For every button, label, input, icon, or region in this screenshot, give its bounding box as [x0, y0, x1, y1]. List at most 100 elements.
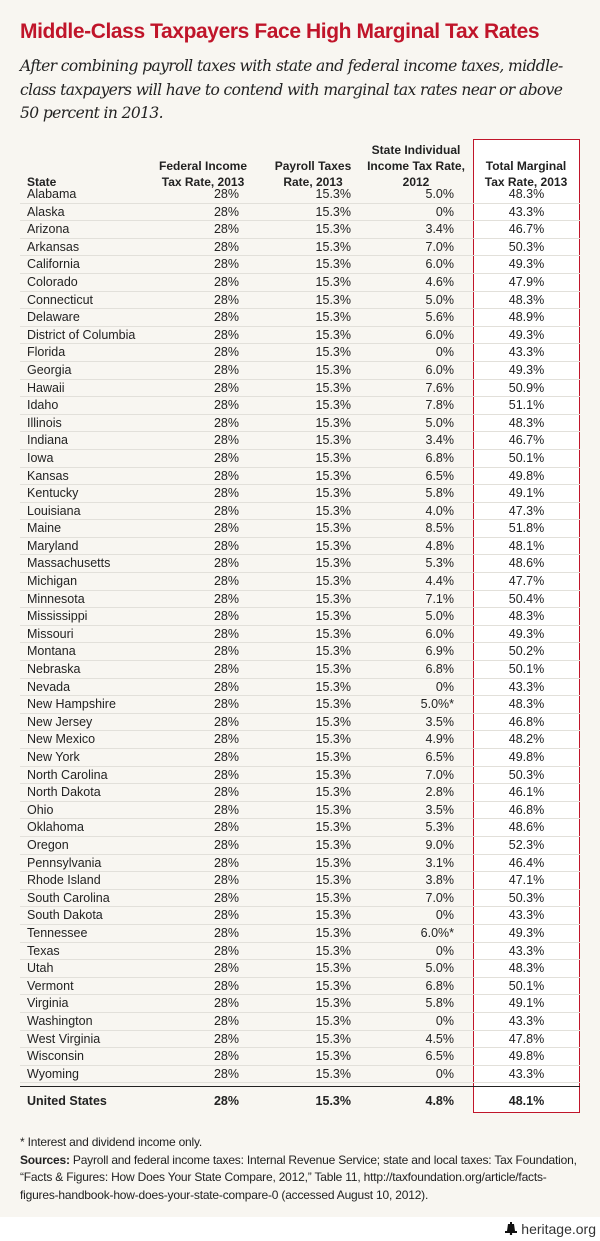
cell-state-name: Oregon [27, 837, 69, 852]
table-row: Arizona 28% 15.3% 3.4% 46.7% [20, 221, 580, 239]
cell-total-rate: 48.3% [508, 609, 545, 624]
cell-total-rate: 49.3% [508, 257, 545, 272]
table-row: Nevada 28% 15.3% 0% 43.3% [20, 679, 580, 697]
cell-payroll-rate: 15.3% [315, 1013, 351, 1028]
cell-federal-rate: 28% [213, 890, 239, 905]
cell-federal-rate: 28% [213, 310, 239, 325]
cell-payroll-rate: 15.3% [315, 855, 351, 870]
cell-federal-rate: 28% [213, 626, 239, 641]
cell-payroll-rate: 15.3% [315, 961, 351, 976]
cell-federal-rate: 28% [213, 503, 239, 518]
cell-state-name: New York [27, 750, 80, 764]
cell-total-rate: 43.3% [508, 943, 545, 958]
cell-state-rate: 4.4% [425, 574, 455, 589]
cell-state-rate: 7.8% [425, 398, 455, 413]
cell-federal-rate: 28% [213, 415, 239, 430]
cell-state-rate: 0% [435, 943, 454, 958]
cell-state-rate: 8.5% [425, 521, 455, 536]
table-row: New Jersey 28% 15.3% 3.5% 46.8% [20, 714, 580, 732]
cell-federal-rate: 28% [213, 609, 239, 624]
cell-state-rate: 0% [435, 1066, 454, 1081]
table-row: Nebraska 28% 15.3% 6.8% 50.1% [20, 661, 580, 679]
cell-state-name: New Mexico [27, 732, 96, 747]
cell-total-rate: 49.1% [508, 996, 545, 1011]
table-row: Maryland 28% 15.3% 4.8% 48.1% [20, 538, 580, 556]
cell-state-name: Vermont [27, 978, 74, 993]
table-row: Arkansas 28% 15.3% 7.0% 50.3% [20, 239, 580, 257]
cell-state-rate: 7.1% [425, 591, 455, 606]
header-state: State [27, 175, 57, 189]
cell-federal-rate: 28% [213, 978, 239, 993]
cell-total-rate: 49.3% [508, 327, 545, 342]
cell-payroll-rate: 15.3% [315, 908, 351, 923]
footnotes: * Interest and dividend income only. Sou… [20, 1134, 580, 1204]
cell-payroll-rate: 15.3% [315, 503, 351, 518]
cell-state-name: Wyoming [27, 1066, 79, 1081]
cell-state-name: Virginia [27, 996, 69, 1011]
table-row: Delaware 28% 15.3% 5.6% 48.9% [20, 309, 580, 327]
cell-payroll-rate: 15.3% [315, 626, 351, 641]
cell-payroll-rate: 15.3% [315, 714, 351, 729]
cell-state-rate: 6.0% [425, 362, 455, 377]
table-row: Vermont 28% 15.3% 6.8% 50.1% [20, 978, 580, 996]
cell-total-rate: 49.3% [508, 925, 545, 940]
cell-state-name: Maine [27, 521, 62, 536]
cell-state-name: Louisiana [27, 503, 81, 518]
cell-state-rate: 3.4% [425, 433, 455, 448]
table-row: Idaho 28% 15.3% 7.8% 51.1% [20, 397, 580, 415]
cell-total-rate: 46.1% [508, 785, 545, 800]
cell-federal-rate: 28% [213, 574, 239, 589]
table-row: Connecticut 28% 15.3% 5.0% 48.3% [20, 292, 580, 310]
cell-state-name: Oklahoma [27, 820, 84, 835]
cell-total-rate: 43.3% [508, 1013, 545, 1028]
cell-total-rate: 50.3% [508, 890, 545, 905]
heritage-logo: heritage.org [505, 1221, 596, 1237]
total-row-total: 48.1% [508, 1094, 545, 1108]
table-row: Utah 28% 15.3% 5.0% 48.3% [20, 960, 580, 978]
cell-payroll-rate: 15.3% [315, 310, 351, 325]
cell-state-rate: 5.0% [425, 415, 455, 430]
cell-state-name: California [27, 257, 80, 272]
cell-state-rate: 7.6% [425, 380, 455, 395]
cell-state-rate: 6.5% [425, 1049, 455, 1064]
cell-state-rate: 5.6% [425, 310, 455, 325]
cell-federal-rate: 28% [213, 732, 239, 747]
cell-state-name: New Hampshire [27, 697, 116, 712]
table-row: North Dakota 28% 15.3% 2.8% 46.1% [20, 784, 580, 802]
cell-federal-rate: 28% [213, 996, 239, 1011]
cell-total-rate: 47.3% [508, 503, 545, 518]
cell-federal-rate: 28% [213, 327, 239, 342]
cell-state-rate: 5.0%* [420, 697, 454, 712]
cell-state-rate: 3.1% [425, 855, 455, 870]
cell-state-rate: 6.9% [425, 644, 455, 659]
cell-state-rate: 7.0% [425, 767, 455, 782]
cell-state-rate: 6.0% [425, 257, 455, 272]
cell-payroll-rate: 15.3% [315, 521, 351, 536]
header-state-rate: State Individual Income Tax Rate, 2012 [367, 143, 465, 189]
cell-state-rate: 3.8% [425, 873, 455, 888]
cell-payroll-rate: 15.3% [315, 345, 351, 360]
table-body: Alabama 28% 15.3% 5.0% 48.3% Alaska 28% 15.3% 0%… [20, 186, 580, 1084]
cell-federal-rate: 28% [213, 855, 239, 870]
cell-federal-rate: 28% [213, 662, 239, 677]
total-row-federal: 28% [213, 1094, 239, 1108]
cell-federal-rate: 28% [213, 433, 239, 448]
cell-state-name: West Virginia [27, 1031, 101, 1046]
cell-total-rate: 48.3% [508, 697, 545, 712]
cell-payroll-rate: 15.3% [315, 732, 351, 747]
cell-payroll-rate: 15.3% [315, 204, 351, 219]
total-row-label: United States [27, 1094, 107, 1108]
cell-state-rate: 6.5% [425, 750, 455, 764]
cell-state-name: Montana [27, 644, 76, 659]
cell-total-rate: 48.6% [508, 556, 545, 571]
cell-state-name: Georgia [27, 362, 72, 377]
table-row: Indiana 28% 15.3% 3.4% 46.7% [20, 432, 580, 450]
cell-total-rate: 48.1% [508, 538, 545, 553]
cell-federal-rate: 28% [213, 785, 239, 800]
table-row: Maine 28% 15.3% 8.5% 51.8% [20, 520, 580, 538]
cell-total-rate: 46.8% [508, 802, 545, 817]
cell-federal-rate: 28% [213, 521, 239, 536]
cell-state-rate: 6.8% [425, 978, 455, 993]
cell-state-rate: 5.0% [425, 187, 455, 201]
cell-total-rate: 52.3% [508, 837, 545, 852]
